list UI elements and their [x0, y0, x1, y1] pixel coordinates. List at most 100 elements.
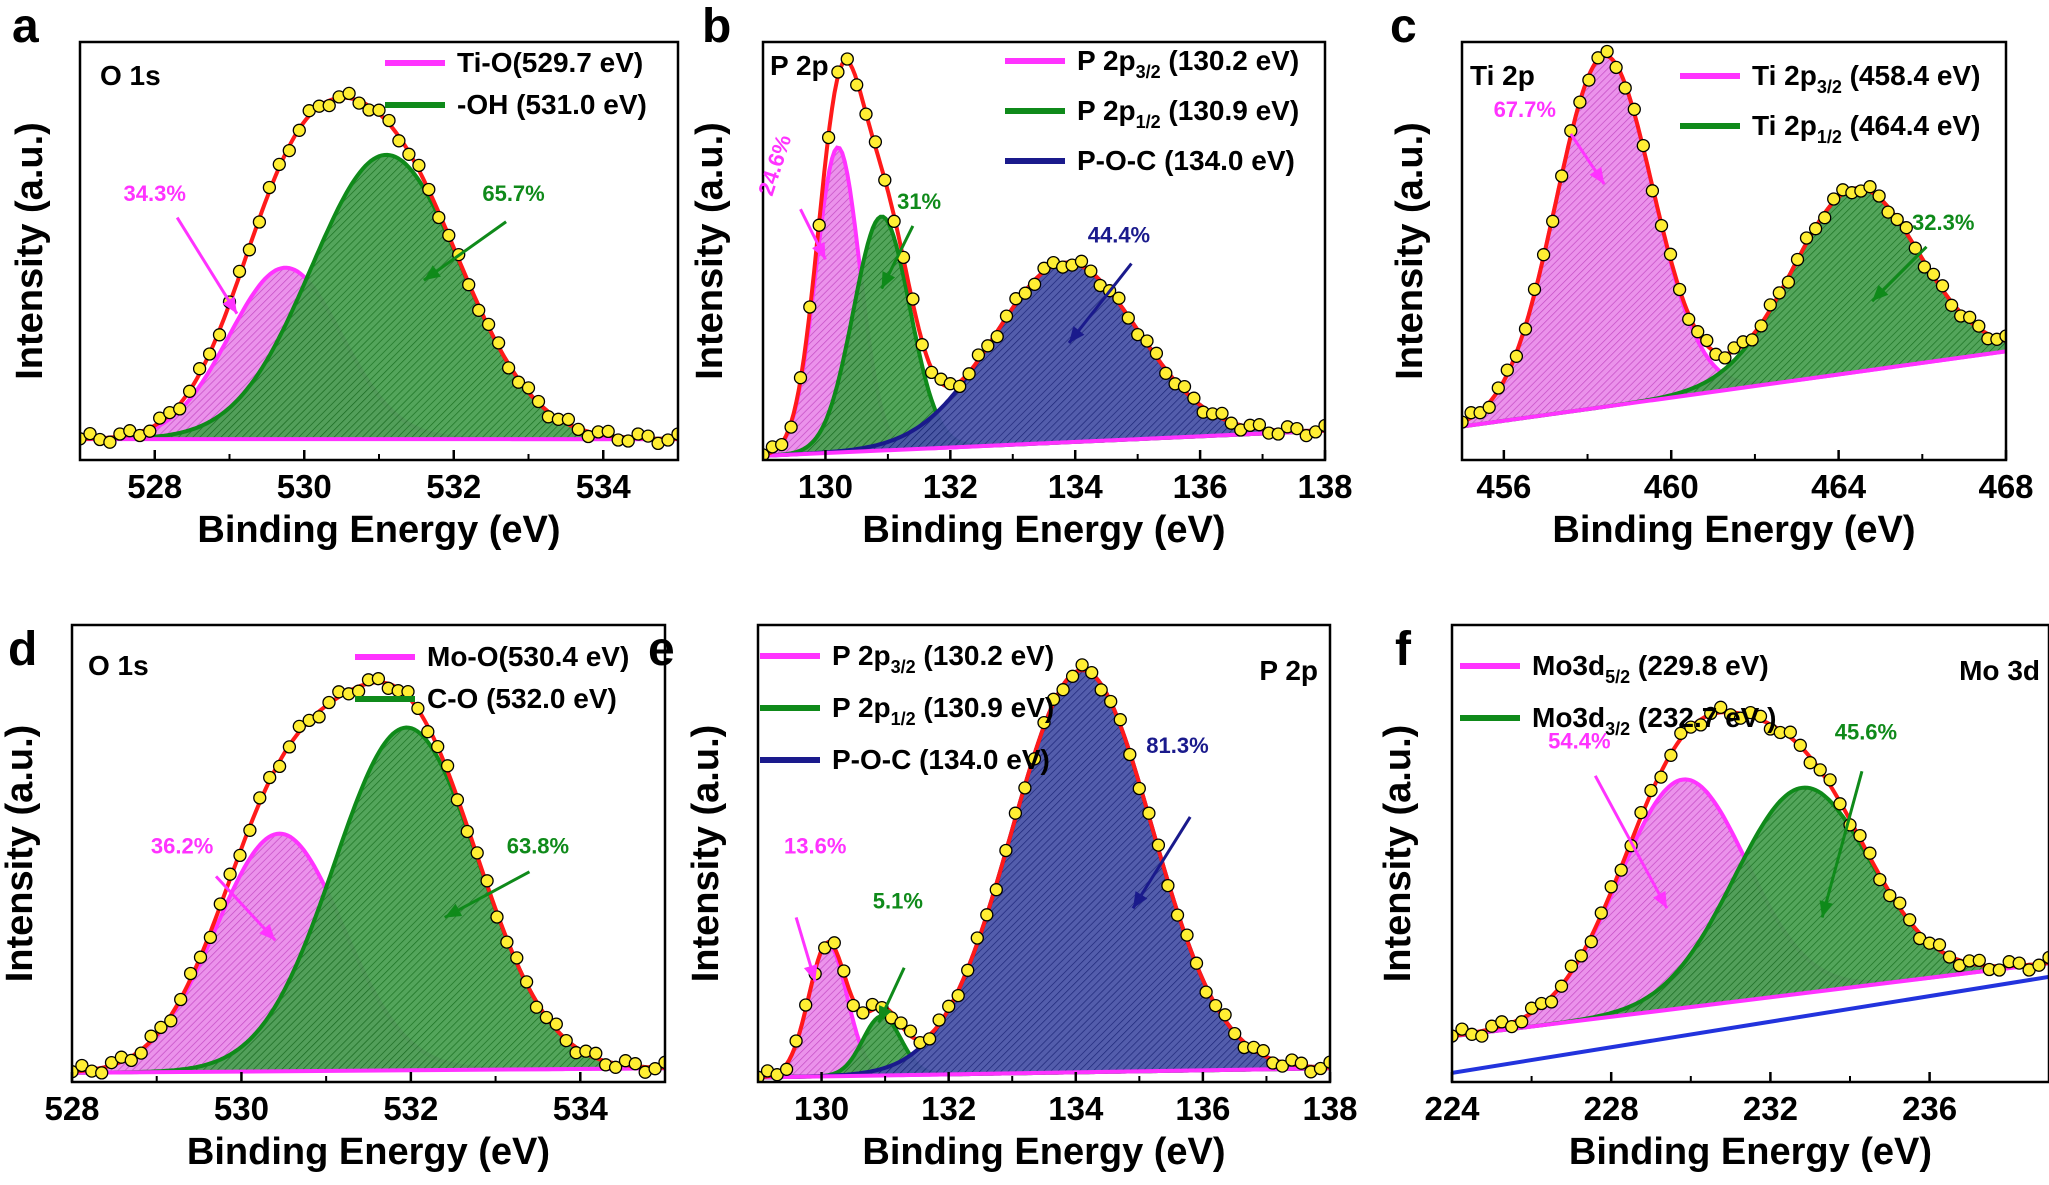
data-point: [104, 1055, 119, 1070]
panel-letter: c: [1390, 0, 1417, 53]
data-point: [1853, 828, 1867, 843]
data-point: [1808, 222, 1823, 236]
core-level-title: P 2p: [1259, 655, 1318, 686]
percent-label-1: 24.6%: [753, 132, 796, 199]
plot-area: [1462, 44, 2006, 429]
data-point: [1594, 906, 1608, 920]
data-point: [1112, 291, 1126, 305]
data-point: [856, 1006, 870, 1020]
data-point: [470, 846, 484, 860]
data-point: [999, 843, 1013, 858]
legend-text-tail: (130.2 eV): [916, 640, 1055, 671]
data-point: [223, 867, 237, 881]
x-tick-label: 456: [1476, 468, 1531, 505]
data-point: [1935, 279, 1950, 293]
data-point: [1275, 1059, 1289, 1073]
data-point: [1727, 341, 1741, 355]
percent-arrowhead-2: [1819, 900, 1834, 918]
x-tick-label: 528: [44, 1090, 99, 1127]
data-point: [124, 1053, 138, 1068]
percent-label-1: 34.3%: [124, 181, 186, 206]
data-point: [980, 908, 994, 922]
core-level-title: O 1s: [100, 60, 161, 91]
data-point: [1132, 781, 1146, 796]
data-point: [1149, 346, 1164, 360]
data-point: [252, 215, 267, 229]
x-tick-label: 460: [1644, 468, 1699, 505]
component-fill-1: [72, 833, 665, 1073]
data-point: [1151, 838, 1166, 852]
data-point: [1308, 425, 1323, 439]
data-point: [253, 791, 267, 805]
data-point: [1027, 752, 1042, 766]
data-point: [621, 434, 635, 448]
legend-text-tail: (458.4 eV): [1842, 60, 1981, 91]
data-point: [1218, 1008, 1232, 1022]
data-point: [153, 411, 167, 425]
plot-frame: [761, 40, 1327, 462]
data-point: [812, 218, 826, 232]
data-point: [183, 966, 198, 981]
percent-label-3: 81.3%: [1146, 733, 1208, 758]
legend-text-main: Ti 2p: [1752, 110, 1817, 141]
percent-arrowhead-1: [1589, 166, 1605, 185]
data-point: [868, 135, 883, 149]
component-fill-1: [80, 267, 678, 440]
data-point: [1654, 770, 1668, 784]
data-point: [1177, 379, 1192, 394]
y-axis-label: Intensity (a.u.): [0, 725, 41, 983]
data-point: [442, 228, 456, 243]
data-point: [392, 134, 406, 148]
x-tick-label: 534: [553, 1090, 609, 1127]
data-point: [1926, 267, 1941, 282]
x-axis-label: Binding Energy (eV): [197, 509, 560, 551]
data-point: [840, 52, 854, 66]
percent-arrowhead-1: [803, 964, 818, 982]
data-point: [803, 300, 817, 314]
data-point: [462, 278, 476, 292]
data-point: [1691, 325, 1705, 339]
data-point: [608, 1060, 623, 1074]
percent-arrow-3: [1131, 816, 1192, 910]
data-point: [1482, 400, 1496, 414]
data-point: [789, 1034, 803, 1048]
y-axis-label: Intensity (a.u.): [9, 122, 51, 380]
data-point: [827, 936, 841, 950]
component-fill-3: [763, 262, 1325, 456]
data-point: [571, 422, 585, 437]
data-point: [1714, 700, 1728, 714]
plot-frame: [70, 623, 667, 1084]
data-point: [1944, 298, 1959, 312]
legend-text-tail: (130.9 eV): [1161, 95, 1300, 126]
data-point: [164, 1014, 178, 1028]
data-point: [213, 897, 227, 911]
legend-text-tail: (229.8 eV): [1630, 650, 1769, 681]
percent-label-2: 63.8%: [507, 834, 569, 859]
data-point: [1515, 1015, 1529, 1029]
legend-entry-2: C-O (532.0 eV): [427, 683, 617, 714]
data-point: [1582, 73, 1596, 87]
data-point: [1123, 747, 1137, 762]
data-point: [1544, 995, 1559, 1009]
data-point: [549, 1017, 563, 1031]
legend-text-main: P 2p: [832, 692, 891, 723]
legend-text-tail: (232.7 eV ): [1630, 702, 1776, 733]
x-tick-label: 528: [127, 468, 182, 505]
legend-entry-1: Mo3d5/2 (229.8 eV): [1532, 650, 1769, 687]
data-point: [1500, 363, 1514, 377]
data-point: [859, 107, 873, 121]
data-point: [372, 103, 386, 117]
data-point: [1313, 1061, 1328, 1076]
data-point: [539, 1010, 554, 1025]
plot-frame: [1460, 40, 2008, 462]
data-point: [95, 1066, 109, 1080]
percent-arrow-2: [1820, 770, 1864, 918]
legend-entry-1: P 2p3/2 (130.2 eV): [832, 640, 1054, 677]
data-point: [144, 1029, 158, 1043]
percent-label-2: 31%: [897, 189, 941, 214]
data-point: [924, 365, 939, 380]
data-point: [648, 1062, 662, 1076]
data-point: [1932, 938, 1947, 952]
legend-entry-1: Ti-O(529.7 eV): [457, 47, 643, 78]
plot-area: [1452, 700, 2049, 1075]
